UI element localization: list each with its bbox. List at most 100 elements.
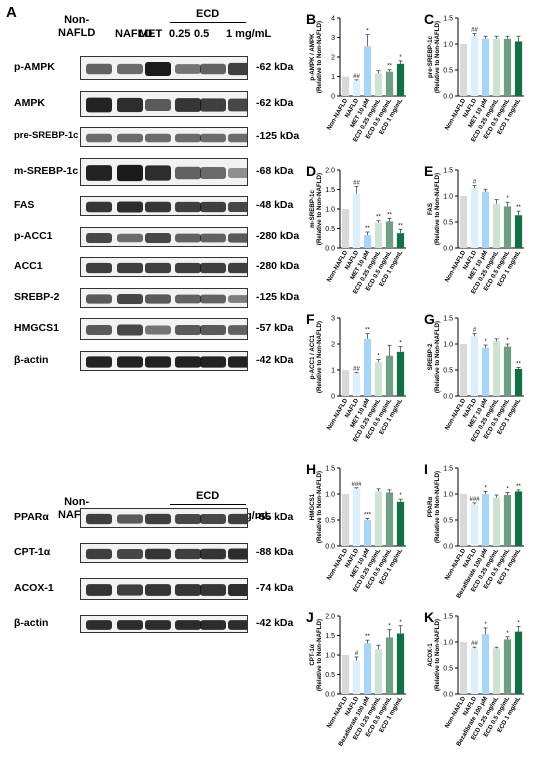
- blot-band: [86, 513, 112, 525]
- blot-band: [86, 293, 112, 304]
- significance-mark: #: [473, 180, 477, 186]
- y-tick-label: 1.0: [443, 194, 453, 201]
- y-tick-label: 0.0: [325, 692, 335, 699]
- bar: [352, 194, 361, 248]
- significance-mark: *: [484, 622, 487, 628]
- significance-mark: ##: [353, 74, 360, 80]
- blot-band: [86, 548, 112, 560]
- blot-label: ACC1: [14, 260, 43, 272]
- bar-chart-k: K 0.0 0.5 1.0 1.5 ACOX-1 (Relative to Non-NAFL…: [424, 609, 524, 748]
- western-blot-strip: [80, 127, 248, 147]
- y-tick-label: 0.0: [325, 544, 335, 551]
- blot-band: [145, 232, 171, 243]
- blot-band: [86, 324, 112, 336]
- blot-band: [145, 548, 171, 560]
- blot-band: [200, 324, 226, 336]
- bar: [503, 346, 512, 396]
- blot-band: [145, 513, 171, 525]
- blot-band: [228, 325, 247, 335]
- bar: [459, 44, 468, 96]
- blot-label: pre-SREBP-1c: [14, 130, 79, 141]
- significance-mark: *: [388, 624, 391, 630]
- blot-band: [228, 355, 247, 368]
- blot-band: [200, 294, 226, 303]
- panel-letter: B: [306, 11, 316, 27]
- y-tick-label: 1.0: [443, 42, 453, 49]
- bar: [459, 642, 468, 694]
- y-tick-label: 0.0: [443, 692, 453, 699]
- y-tick-label: 1.5: [443, 614, 453, 621]
- significance-mark: ##: [471, 641, 478, 647]
- bar: [374, 491, 383, 546]
- bar: [352, 373, 361, 396]
- significance-mark: *: [399, 55, 402, 61]
- blot-band: [145, 133, 171, 143]
- molecular-weight-label: -48 kDa: [256, 199, 294, 211]
- y-tick-label: 0.5: [443, 518, 453, 525]
- blot-band: [145, 584, 171, 596]
- blot-band: [200, 584, 226, 596]
- y-tick-label: 0.5: [325, 226, 335, 233]
- significance-mark: ##: [353, 180, 360, 186]
- blot-band: [228, 294, 247, 303]
- blot-band: [175, 166, 201, 179]
- blot-band: [117, 164, 143, 181]
- western-blot-strip: [80, 157, 248, 186]
- lane-header: 0.25: [169, 28, 191, 40]
- significance-mark: *: [517, 620, 520, 626]
- y-tick-label: 1.0: [325, 653, 335, 660]
- y-tick-label: 1.0: [325, 207, 335, 214]
- panel-letter: C: [424, 11, 434, 27]
- significance-mark: **: [516, 484, 521, 490]
- blot-band: [228, 202, 247, 212]
- blot-band: [200, 133, 226, 143]
- bar: [352, 488, 361, 546]
- blot-label: PPARα: [14, 511, 49, 523]
- blot-band: [86, 620, 112, 630]
- bar: [459, 344, 468, 396]
- y-tick-label: 1.5: [325, 187, 335, 194]
- bar: [385, 71, 394, 96]
- bar: [363, 643, 372, 694]
- bar: [385, 355, 394, 396]
- significance-mark: *: [366, 29, 369, 35]
- y-tick-label: 0: [331, 394, 335, 401]
- bar: [374, 649, 383, 694]
- y-tick-label: 1: [331, 74, 335, 81]
- bar-chart-f: F 0 1 2 3 p-ACC1 / ACC1 (Relative to Non-NAFLD…: [306, 311, 406, 443]
- bar: [352, 660, 361, 694]
- blot-band: [175, 233, 201, 242]
- significance-mark: ##: [353, 366, 360, 372]
- bar: [363, 520, 372, 546]
- significance-mark: *: [506, 631, 509, 637]
- bar: [396, 233, 405, 248]
- panel-letter-a: A: [6, 4, 17, 21]
- significance-mark: *: [506, 196, 509, 202]
- blot-band: [117, 133, 143, 143]
- y-tick-label: 1.0: [443, 492, 453, 499]
- blot-band: [86, 97, 112, 112]
- blot-band: [145, 355, 171, 368]
- y-tick-label: 0.5: [325, 672, 335, 679]
- blot-label: HMGCS1: [14, 322, 59, 334]
- significance-mark: #: [473, 328, 477, 334]
- y-tick-label: 0: [331, 94, 335, 101]
- blot-band: [117, 262, 143, 274]
- lane-header: 1 mg/mL: [226, 28, 272, 40]
- bar: [492, 38, 501, 96]
- y-axis-label: (Relative to Non-NAFLD): [434, 21, 441, 93]
- y-axis-label: SREBP-2: [427, 343, 434, 370]
- western-blot-strip: [80, 543, 248, 563]
- bar: [396, 633, 405, 694]
- bar: [374, 73, 383, 96]
- bar: [514, 491, 523, 546]
- bar: [492, 497, 501, 546]
- y-tick-label: 1.0: [325, 492, 335, 499]
- western-blot-strip: [80, 318, 248, 340]
- panel-letter: F: [306, 311, 315, 327]
- blot-label: ACOX-1: [14, 582, 54, 594]
- ecd-group-line: [170, 22, 246, 23]
- lane-header: NAFLD: [115, 28, 153, 40]
- blot-band: [117, 549, 143, 559]
- molecular-weight-label: -42 kDa: [256, 617, 294, 629]
